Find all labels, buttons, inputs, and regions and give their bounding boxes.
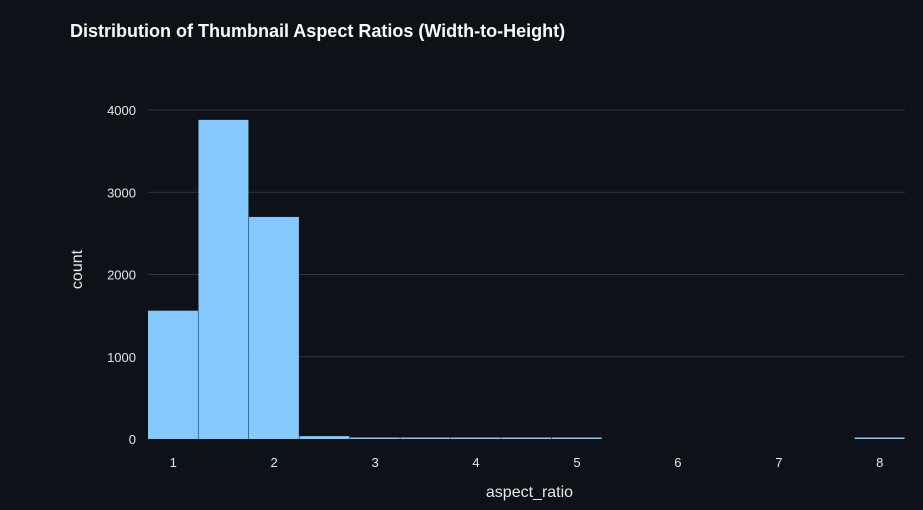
y-tick-label: 4000 [107,103,136,118]
histogram-bar[interactable] [450,437,501,440]
x-tick-labels: 1 2 3 4 5 6 7 8 [170,455,884,470]
y-tick-label: 2000 [107,268,136,283]
x-tick-label: 5 [573,455,580,470]
histogram-bar[interactable] [148,310,198,439]
x-tick-label: 8 [876,455,883,470]
histogram-bar[interactable] [854,437,905,440]
bar-layer [148,119,905,440]
x-tick-label: 1 [170,455,177,470]
histogram-bar[interactable] [198,119,249,440]
y-tick-label: 1000 [107,350,136,365]
x-axis-title: aspect_ratio [486,484,573,501]
histogram-bar[interactable] [299,436,350,439]
histogram-bar[interactable] [551,437,602,440]
y-tick-labels: 0 1000 2000 3000 4000 [107,103,136,447]
y-tick-label: 3000 [107,185,136,200]
x-tick-label: 6 [674,455,681,470]
histogram-bar[interactable] [248,216,299,439]
y-axis-title: count [69,249,86,289]
x-tick-label: 2 [271,455,278,470]
x-tick-label: 4 [472,455,479,470]
x-tick-label: 3 [371,455,378,470]
histogram-bar[interactable] [400,437,451,440]
y-tick-label: 0 [129,432,136,447]
x-tick-label: 7 [775,455,782,470]
chart-title: Distribution of Thumbnail Aspect Ratios … [70,21,566,41]
histogram-bar[interactable] [501,437,552,440]
histogram-bar[interactable] [349,437,400,440]
